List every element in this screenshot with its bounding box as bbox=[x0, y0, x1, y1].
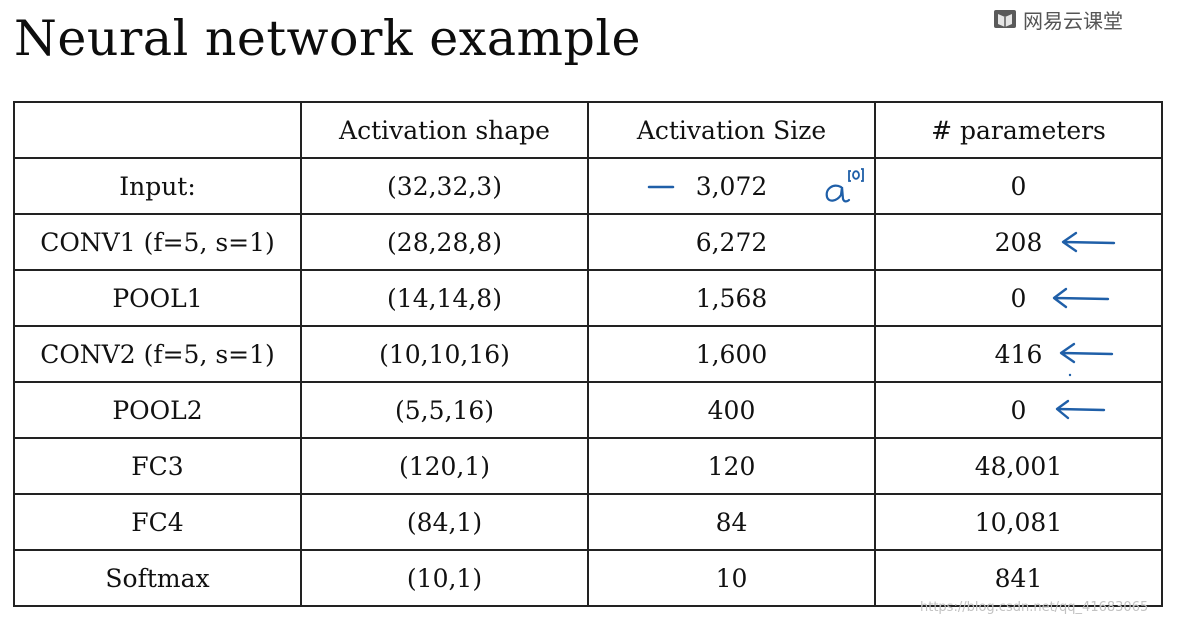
shape-cell: (28,28,8) bbox=[300, 213, 589, 271]
size-value: 3,072 bbox=[695, 171, 768, 201]
table-row: Softmax (10,1) 10 841 bbox=[13, 549, 1163, 607]
table-row: CONV2 (f=5, s=1) (10,10,16) 1,600 416 bbox=[13, 325, 1163, 383]
header-activation-size: Activation Size bbox=[587, 101, 876, 159]
watermark-url: https://blog.csdn.net/qq_41683065 bbox=[920, 600, 1149, 615]
params-value: 0 bbox=[1010, 283, 1027, 313]
arrow-annotation-icon bbox=[1059, 342, 1114, 377]
size-cell: 10 bbox=[587, 549, 876, 607]
params-value: 0 bbox=[1010, 395, 1027, 425]
table-header-row: Activation shape Activation Size # param… bbox=[13, 101, 1163, 159]
netease-logo-icon bbox=[993, 8, 1017, 30]
shape-cell: (5,5,16) bbox=[300, 381, 589, 439]
params-cell: 0 bbox=[874, 157, 1163, 215]
header-layer bbox=[13, 101, 302, 159]
layer-cell: Input: bbox=[13, 157, 302, 215]
table-row: FC3 (120,1) 120 48,001 bbox=[13, 437, 1163, 495]
shape-cell: (14,14,8) bbox=[300, 269, 589, 327]
size-cell: 3,072 bbox=[587, 157, 876, 215]
shape-cell: (120,1) bbox=[300, 437, 589, 495]
table-row: POOL2 (5,5,16) 400 0 bbox=[13, 381, 1163, 439]
dash-annotation bbox=[647, 185, 675, 189]
params-cell: 10,081 bbox=[874, 493, 1163, 551]
handwritten-a0-annotation bbox=[825, 168, 864, 203]
params-cell: 841 bbox=[874, 549, 1163, 607]
arrow-annotation-icon bbox=[1055, 399, 1106, 420]
layer-cell: CONV1 (f=5, s=1) bbox=[13, 213, 302, 271]
params-cell: 0 bbox=[874, 269, 1163, 327]
params-cell: 416 bbox=[874, 325, 1163, 383]
layer-cell: POOL1 bbox=[13, 269, 302, 327]
arrow-annotation-icon bbox=[1061, 231, 1116, 253]
params-value: 208 bbox=[994, 227, 1043, 257]
params-cell: 0 bbox=[874, 381, 1163, 439]
layer-cell: CONV2 (f=5, s=1) bbox=[13, 325, 302, 383]
size-cell: 1,568 bbox=[587, 269, 876, 327]
table-row: Input: (32,32,3) 3,072 0 bbox=[13, 157, 1163, 215]
table-row: POOL1 (14,14,8) 1,568 0 bbox=[13, 269, 1163, 327]
header-activation-shape: Activation shape bbox=[300, 101, 589, 159]
params-cell: 48,001 bbox=[874, 437, 1163, 495]
size-cell: 400 bbox=[587, 381, 876, 439]
table-row: CONV1 (f=5, s=1) (28,28,8) 6,272 208 bbox=[13, 213, 1163, 271]
layer-cell: POOL2 bbox=[13, 381, 302, 439]
brand-logo: 网易云课堂 bbox=[993, 6, 1123, 33]
size-cell: 1,600 bbox=[587, 325, 876, 383]
header-parameters: # parameters bbox=[874, 101, 1163, 159]
params-value: 416 bbox=[994, 339, 1043, 369]
arrow-annotation-icon bbox=[1052, 287, 1110, 309]
layer-cell: FC3 bbox=[13, 437, 302, 495]
size-cell: 6,272 bbox=[587, 213, 876, 271]
size-cell: 120 bbox=[587, 437, 876, 495]
network-table: Activation shape Activation Size # param… bbox=[13, 101, 1163, 607]
shape-cell: (84,1) bbox=[300, 493, 589, 551]
brand-text: 网易云课堂 bbox=[1023, 8, 1123, 33]
layer-cell: Softmax bbox=[13, 549, 302, 607]
shape-cell: (32,32,3) bbox=[300, 157, 589, 215]
layer-cell: FC4 bbox=[13, 493, 302, 551]
shape-cell: (10,1) bbox=[300, 549, 589, 607]
table-row: FC4 (84,1) 84 10,081 bbox=[13, 493, 1163, 551]
params-cell: 208 bbox=[874, 213, 1163, 271]
slide-title: Neural network example bbox=[14, 10, 642, 67]
shape-cell: (10,10,16) bbox=[300, 325, 589, 383]
size-cell: 84 bbox=[587, 493, 876, 551]
